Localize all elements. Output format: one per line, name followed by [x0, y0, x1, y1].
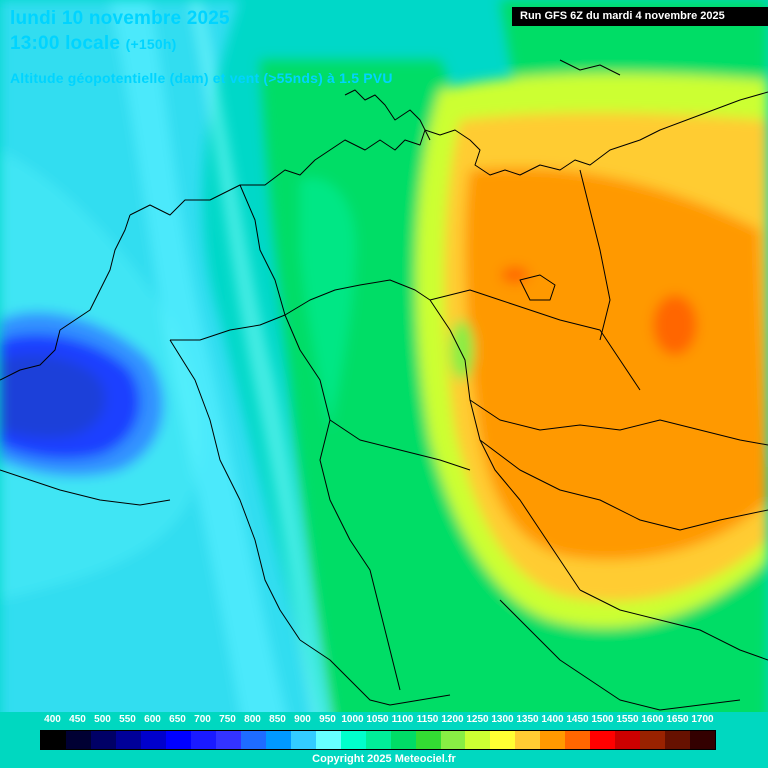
legend-label: 700 [194, 714, 211, 725]
border-line-5 [429, 299, 581, 591]
legend-swatch [440, 731, 466, 749]
cyan-halo [0, 150, 201, 600]
legend-label: 1700 [691, 714, 714, 725]
color-scale-legend [40, 730, 716, 750]
southern-coast [0, 469, 171, 506]
legend-labels: 400 450 500 550 600 650 700 750 800 850 900 950 1000… [40, 714, 716, 728]
lake-outline [519, 274, 556, 301]
legend-swatch [615, 731, 641, 749]
legend-label: 1400 [541, 714, 564, 725]
legend-swatch [565, 731, 591, 749]
legend-swatch [240, 731, 266, 749]
border-line-8 [579, 169, 611, 341]
western-coast [0, 329, 61, 381]
legend-label: 1050 [366, 714, 389, 725]
legend-label: 600 [144, 714, 161, 725]
legend-label: 550 [119, 714, 136, 725]
coastlines-and-borders [0, 59, 768, 711]
border-line-7 [429, 289, 641, 391]
forecast-date: lundi 10 novembre 2025 [10, 8, 230, 29]
legend-label: 1200 [441, 714, 464, 725]
legend-swatch [690, 731, 716, 749]
border-line-10 [479, 439, 768, 531]
legend-label: 500 [94, 714, 111, 725]
legend-label: 650 [169, 714, 186, 725]
legend-label: 400 [44, 714, 61, 725]
legend-swatch [41, 731, 66, 749]
border-line-11 [299, 639, 451, 706]
legend-swatch [340, 731, 366, 749]
legend-swatch [290, 731, 316, 749]
green-pocket [450, 320, 474, 380]
legend-swatch [265, 731, 291, 749]
border-line-4 [284, 314, 401, 691]
island-outline [559, 59, 621, 76]
legend-label: 800 [244, 714, 261, 725]
legend-label: 1000 [341, 714, 364, 725]
legend-swatch [65, 731, 91, 749]
local-time: 13:00 locale [10, 33, 121, 54]
legend-swatch [665, 731, 691, 749]
legend-swatch [390, 731, 416, 749]
legend-swatch [640, 731, 666, 749]
border-line-1 [170, 279, 431, 341]
forecast-offset: (+150h) [125, 36, 177, 52]
run-info: Run GFS 6Z du mardi 4 novembre 2025 [512, 7, 768, 26]
border-line-6 [469, 399, 768, 446]
legend-swatch [515, 731, 541, 749]
legend-swatch [540, 731, 566, 749]
channel-coast [59, 214, 131, 331]
legend-swatch [190, 731, 216, 749]
legend-label: 450 [69, 714, 86, 725]
legend-label: 1450 [566, 714, 589, 725]
legend-label: 750 [219, 714, 236, 725]
legend-label: 1650 [666, 714, 689, 725]
white-cyan-streak [190, 0, 340, 768]
legend-swatch [365, 731, 391, 749]
legend-label: 1300 [491, 714, 514, 725]
light-green-patch [300, 178, 356, 430]
legend-label: 900 [294, 714, 311, 725]
legend-label: 950 [319, 714, 336, 725]
border-line-13 [579, 589, 768, 661]
legend-swatch [490, 731, 516, 749]
legend-label: 1100 [391, 714, 414, 725]
light-cyan-streak [110, 0, 300, 768]
legend-swatch [215, 731, 241, 749]
orange-region [464, 167, 768, 560]
legend-label: 1500 [591, 714, 614, 725]
border-line-2 [239, 184, 286, 316]
legend-label: 1150 [416, 714, 439, 725]
legend-swatch [590, 731, 616, 749]
legend-swatch [165, 731, 191, 749]
legend-label: 850 [269, 714, 286, 725]
parameter-description: Altitude géopotentielle (dam) et vent (>… [10, 70, 393, 86]
border-line-9 [329, 419, 471, 471]
legend-label: 1600 [641, 714, 664, 725]
legend-swatch [465, 731, 491, 749]
legend-swatch [415, 731, 441, 749]
legend-label: 1250 [466, 714, 489, 725]
orange-core [653, 295, 697, 355]
copyright: Copyright 2025 Meteociel.fr [312, 753, 456, 765]
jutland-coast [344, 89, 431, 141]
legend-swatch [115, 731, 141, 749]
orange-core-2 [501, 267, 529, 283]
legend-swatch [90, 731, 116, 749]
border-line-12 [499, 599, 741, 711]
forecast-time: 13:00 locale (+150h) [10, 33, 176, 55]
legend-label: 1550 [616, 714, 639, 725]
legend-label: 1350 [516, 714, 539, 725]
border-line-3 [169, 339, 301, 641]
northern-coastline [129, 91, 768, 216]
legend-swatch [140, 731, 166, 749]
legend-swatch [315, 731, 341, 749]
